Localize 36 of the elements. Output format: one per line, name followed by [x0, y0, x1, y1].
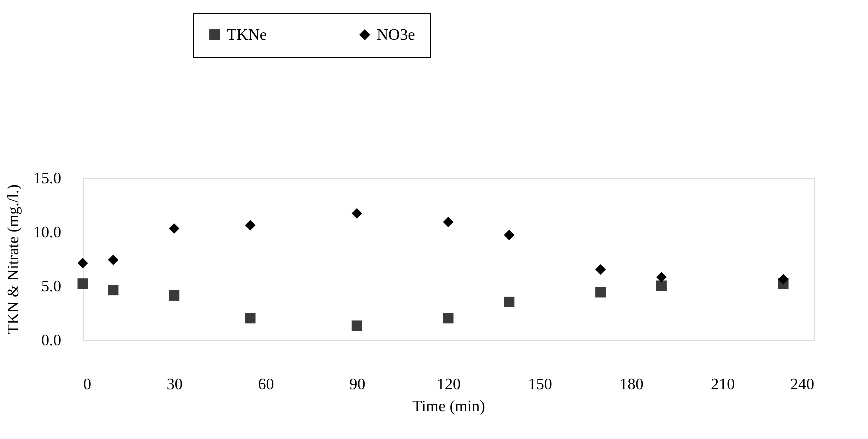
x-tick-label: 240: [790, 376, 814, 394]
point: [656, 280, 667, 292]
point: [352, 320, 362, 332]
point: [504, 230, 515, 240]
point: [596, 264, 606, 276]
x-tick-label: 30: [166, 376, 183, 394]
legend-label: NO3e: [377, 27, 416, 44]
point: [352, 208, 362, 219]
point: [78, 258, 88, 269]
x-tick-label: 180: [620, 376, 644, 394]
point: [778, 274, 789, 285]
y-tick-label: 5.0: [42, 278, 62, 296]
x-tick-label: 60: [258, 376, 274, 394]
point: [78, 278, 88, 290]
point: [245, 313, 256, 324]
x-tick-label: 0: [84, 376, 92, 394]
y-tick-label: 0.0: [42, 332, 62, 350]
y-tick-label: 10.0: [34, 224, 62, 242]
x-tick-label: 210: [711, 376, 736, 394]
point: [169, 290, 180, 301]
point: [169, 224, 180, 234]
x-tick-label: 90: [350, 376, 366, 394]
point: [443, 217, 454, 228]
point: [596, 287, 606, 298]
x-tick-label: 150: [528, 376, 552, 394]
x-axis-title: Time (min): [412, 398, 486, 416]
point: [443, 313, 454, 324]
point: [108, 285, 119, 296]
point: [108, 254, 119, 266]
y-tick-label: 15.0: [34, 170, 62, 188]
y-axis-title: TKN & Nitrate (mg./l.): [6, 184, 22, 334]
point: [504, 296, 515, 308]
legend-label: TKNe: [227, 27, 267, 44]
point: [245, 220, 256, 231]
x-tick-label: 120: [437, 376, 461, 394]
point: [656, 272, 667, 283]
